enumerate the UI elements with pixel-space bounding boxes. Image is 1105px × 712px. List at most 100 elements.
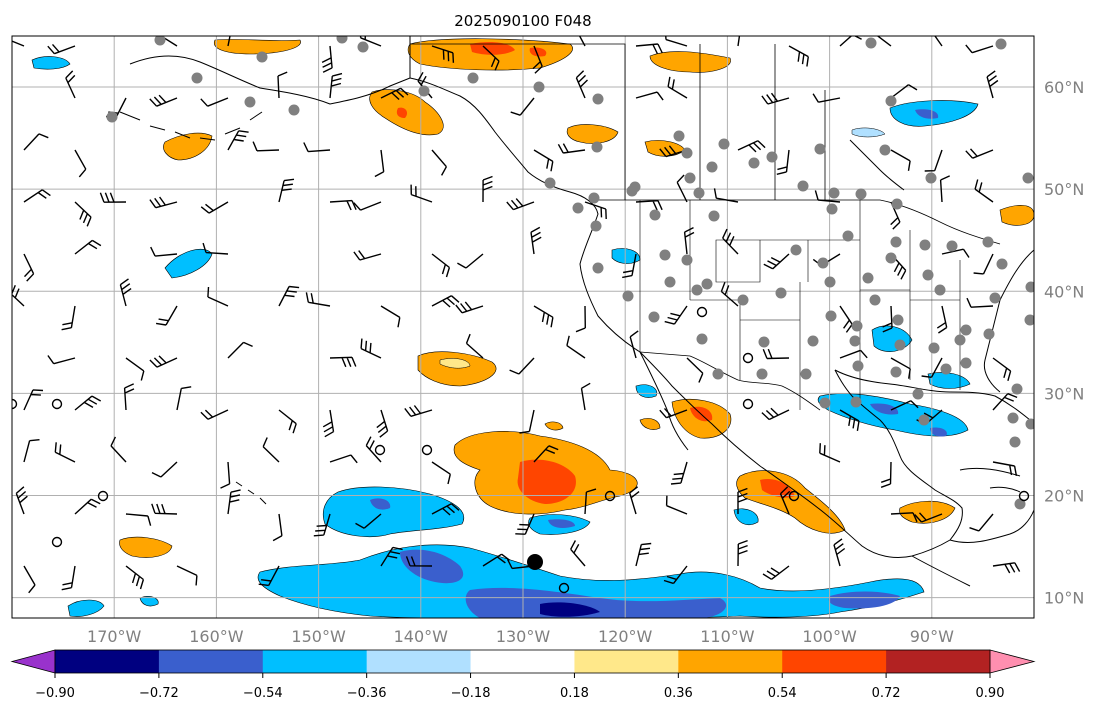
wind-barb	[882, 305, 893, 333]
station-dot	[1025, 281, 1034, 293]
wind-barb	[713, 188, 739, 203]
station-dot	[626, 185, 638, 197]
station-dot	[1011, 383, 1023, 395]
wind-barb	[125, 565, 145, 590]
colorbar-tick-label: −0.90	[35, 686, 75, 701]
wind-barb	[74, 149, 87, 178]
calm-wind-circle	[51, 536, 63, 548]
wind-barb	[252, 141, 280, 152]
wind-barb	[665, 495, 688, 515]
station-dot	[842, 230, 854, 242]
wind-barb	[457, 253, 484, 269]
wind-barb	[761, 92, 790, 105]
colorbar-tick-label: 0.54	[768, 686, 797, 701]
wind-barb	[431, 253, 451, 278]
wind-barb	[629, 330, 639, 359]
wind-barb	[665, 36, 688, 47]
wind-barb	[965, 44, 994, 54]
shade-positive-region	[639, 418, 661, 430]
wind-barb	[23, 253, 35, 282]
station-dot	[960, 357, 972, 369]
shade-positive-region	[213, 39, 301, 55]
wind-barb	[762, 348, 790, 360]
wind-barb	[833, 538, 846, 567]
wind-barb	[410, 184, 433, 203]
station-dot	[467, 72, 479, 84]
wind-barb	[278, 409, 297, 434]
shade-weak-negative-region	[851, 127, 886, 138]
wind-barb	[227, 36, 231, 47]
wind-barb	[23, 389, 44, 411]
shade-moderate-negative-region	[870, 403, 947, 437]
wind-barb	[12, 40, 25, 47]
station-dot	[1009, 436, 1021, 448]
wind-barb	[986, 70, 999, 99]
station-dot	[989, 292, 1001, 304]
wind-barb	[431, 45, 455, 63]
station-dot	[855, 188, 867, 200]
station-dot	[885, 252, 897, 264]
station-dot	[758, 336, 770, 348]
wind-barb	[737, 487, 748, 514]
station-dot	[748, 157, 760, 169]
wind-barb	[532, 45, 543, 74]
station-dot	[712, 368, 724, 380]
wind-barb	[762, 565, 790, 580]
wind-barb	[575, 70, 588, 99]
wind-barb	[635, 200, 663, 211]
station-dot	[664, 276, 676, 288]
shade-positive-region	[163, 132, 213, 161]
wind-barb	[530, 226, 542, 255]
station-dot	[849, 335, 861, 347]
shade-weak-positive-region	[439, 358, 471, 369]
hawaii-islands	[235, 481, 267, 505]
shade-positive-region	[566, 124, 619, 144]
station-dot	[960, 324, 972, 336]
wind-barb	[355, 513, 382, 529]
longitude-label: 170°W	[87, 627, 142, 646]
station-dot	[922, 269, 934, 281]
wind-barb	[934, 36, 943, 47]
longitude-label: 160°W	[189, 627, 244, 646]
shade-positive-region	[119, 536, 173, 558]
wind-barb	[890, 84, 918, 99]
station-dot	[912, 388, 924, 400]
station-dot	[691, 284, 703, 296]
wind-barb	[329, 454, 358, 464]
wind-barb	[47, 43, 76, 55]
wind-barb	[119, 278, 132, 307]
wind-barb	[465, 333, 484, 359]
colorbar-tick-label: 0.72	[872, 686, 901, 701]
wind-barb	[992, 562, 1021, 574]
wind-barb	[914, 512, 943, 523]
station-dot	[919, 239, 931, 251]
wind-barb	[580, 382, 591, 411]
wind-barb	[23, 133, 49, 151]
station-dot	[934, 284, 946, 296]
station-dot	[954, 334, 966, 346]
colorbar-under-extension	[10, 649, 56, 674]
colorbar-tick-label: 0.36	[664, 686, 693, 701]
colorbar-segment	[366, 650, 472, 673]
wind-barb	[992, 393, 1018, 411]
wind-barb	[761, 407, 790, 421]
wind-barb	[262, 437, 280, 463]
wind-barb	[220, 461, 231, 489]
station-dot	[737, 294, 749, 306]
wind-barb	[150, 246, 178, 257]
shade-deep-negative-region	[540, 602, 600, 617]
wind-barb	[519, 409, 535, 434]
wind-barb	[936, 305, 948, 334]
wind-barb	[819, 443, 841, 463]
station-dot	[892, 314, 904, 326]
station-dot	[891, 198, 903, 210]
longitude-labels: 170°W 160°W 150°W 140°W 130°W 120°W 110°W 100°W…	[87, 627, 954, 646]
latitude-label: 20°N	[1044, 486, 1084, 505]
calm-wind-circle	[742, 352, 754, 364]
wind-barb	[890, 512, 918, 523]
station-dot	[983, 328, 995, 340]
colorbar-tick-label: −0.54	[243, 686, 283, 701]
wind-barb	[635, 43, 663, 54]
wind-barb	[278, 285, 300, 307]
station-dot	[814, 143, 826, 155]
